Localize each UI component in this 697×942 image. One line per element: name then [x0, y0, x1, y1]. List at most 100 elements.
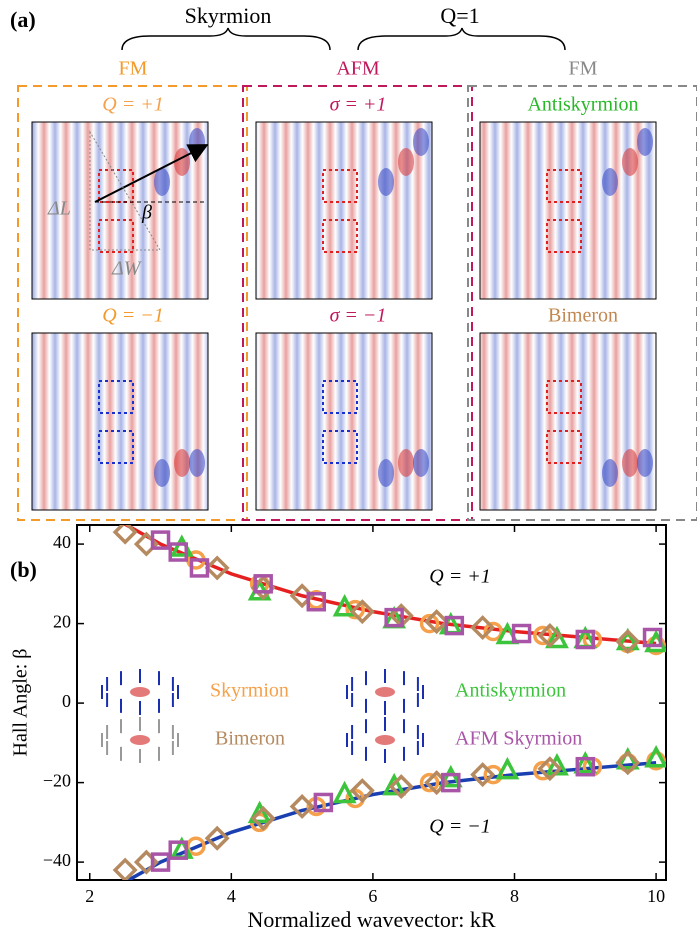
y-tick-label: 40: [53, 532, 71, 552]
marker: [382, 772, 407, 796]
panel-a: FM Q = +1 Q = −1 AFM σ = +1 σ = −1 FM Antiskyrm…: [17, 58, 697, 521]
x-tick-label: 4: [227, 886, 236, 906]
region-box: [322, 430, 358, 464]
marker: [150, 852, 171, 872]
marker: [615, 750, 641, 776]
annotation: Q = −1: [429, 816, 490, 838]
marker: [438, 764, 463, 788]
marker: [642, 627, 663, 648]
marker: [470, 615, 496, 641]
marker: [168, 840, 188, 860]
wave-blob: [378, 168, 394, 196]
spin-core: [130, 735, 150, 745]
legend-label: Bimeron: [215, 728, 285, 750]
legend-label: Antiskyrmion: [455, 680, 566, 702]
plot-area: [76, 524, 667, 881]
marker: [495, 756, 520, 780]
marker: [483, 621, 504, 642]
legend-icon: [346, 669, 424, 715]
region-box: [546, 169, 582, 203]
x-tick-label: 8: [510, 886, 519, 906]
triangle-outline: [89, 130, 161, 251]
x-tick-label: 10: [647, 886, 665, 906]
marker: [247, 800, 272, 824]
marker: [250, 805, 276, 831]
marker: [444, 615, 465, 636]
wave-blob: [189, 449, 205, 477]
y-tick-label: 20: [53, 612, 71, 632]
marker: [419, 772, 440, 793]
marker: [112, 857, 138, 880]
marker: [537, 623, 563, 648]
wave-blob: [398, 449, 414, 477]
marker: [253, 574, 273, 594]
legend-icon: [101, 717, 179, 763]
wave-blob: [174, 449, 190, 477]
marker: [112, 525, 138, 545]
marker: [537, 756, 563, 782]
wave-blob: [174, 148, 190, 176]
wave-blob: [154, 168, 170, 196]
legend-label: AFM Skyrmion: [455, 728, 582, 750]
annotation: ΔL: [47, 198, 71, 220]
marker: [424, 609, 450, 635]
wave-blob: [602, 459, 618, 487]
marker: [332, 780, 357, 804]
wave-blob: [637, 128, 653, 156]
group-label: Q=1: [440, 3, 479, 28]
panel-label: (a): [10, 7, 36, 32]
marker: [204, 825, 230, 851]
marker: [575, 756, 596, 777]
marker: [289, 793, 315, 819]
marker: [615, 629, 641, 654]
marker: [470, 762, 496, 788]
annotation: Q = +1: [429, 566, 490, 588]
marker: [419, 613, 440, 634]
panel-title: Bimeron: [548, 305, 618, 327]
marker: [384, 607, 404, 628]
marker: [533, 625, 553, 646]
y-tick-label: −20: [43, 771, 71, 791]
wave-blob: [413, 449, 429, 477]
marker: [313, 792, 334, 813]
wave-blob: [637, 449, 653, 477]
x-axis-label: Normalized wavevector: kR: [247, 907, 495, 932]
region-box: [322, 169, 358, 203]
marker: [204, 555, 230, 581]
marker: [388, 774, 414, 800]
spin-core: [375, 735, 395, 745]
wave-blob: [622, 148, 638, 176]
marker: [332, 593, 357, 617]
arrow: [94, 144, 209, 203]
panel-title: σ = +1: [330, 94, 387, 116]
wave-blob: [378, 459, 394, 487]
marker: [168, 542, 188, 562]
annotation: ΔW: [111, 258, 143, 280]
column-title: FM: [569, 58, 598, 80]
brace: [121, 27, 331, 51]
legend-icon: [346, 717, 424, 763]
marker: [349, 778, 375, 804]
wave-image: [255, 332, 433, 511]
x-tick-label: 2: [85, 886, 94, 906]
annotation: β: [141, 202, 152, 224]
region-box: [98, 219, 134, 253]
column-title: AFM: [336, 58, 380, 80]
group-label: Skyrmion: [185, 3, 272, 28]
panel-title: σ = −1: [330, 305, 387, 327]
x-tick-label: 6: [368, 886, 377, 906]
marker: [150, 530, 171, 550]
region-box: [546, 430, 582, 464]
marker: [575, 629, 596, 650]
region-box: [546, 219, 582, 253]
wave-image: [31, 332, 209, 511]
marker: [511, 623, 532, 644]
wave-image: [479, 332, 657, 511]
wave-blob: [413, 128, 429, 156]
panel-title: Q = +1: [102, 94, 163, 116]
y-tick-label: −40: [43, 850, 71, 870]
marker: [573, 750, 598, 774]
panel-title: Q = −1: [102, 305, 163, 327]
spin-core: [375, 687, 395, 697]
